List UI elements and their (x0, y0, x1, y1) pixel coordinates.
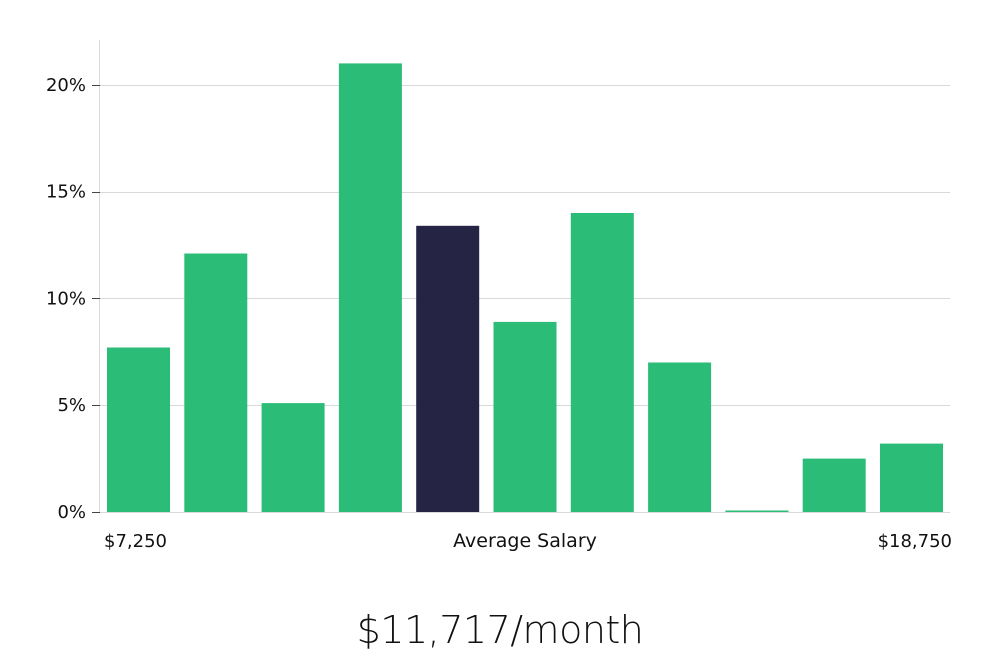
x-axis-label: Average Salary (453, 530, 597, 552)
salary-histogram: 0% 5% 10% 15% 20% $7,250 Average Salary $18,… (46, 40, 952, 552)
bars (107, 63, 943, 513)
bar (493, 321, 557, 512)
y-tick-label: 15% (46, 182, 86, 203)
bar (184, 253, 248, 512)
x-end-label: $18,750 (878, 531, 952, 552)
bar (648, 362, 712, 512)
bar (338, 63, 402, 513)
bar (802, 458, 866, 512)
y-tick-label: 20% (46, 75, 86, 96)
bar (725, 510, 789, 512)
y-tick-label: 10% (46, 288, 86, 309)
bar (570, 213, 634, 512)
bar (261, 403, 325, 512)
y-tick-label: 0% (57, 502, 86, 523)
y-axis-ticks: 0% 5% 10% 15% 20% (46, 75, 100, 523)
average-salary-value: $11,717/month (356, 608, 644, 652)
x-start-label: $7,250 (104, 531, 167, 552)
y-tick-label: 5% (57, 395, 86, 416)
bar-highlight (416, 225, 480, 513)
bar (880, 443, 943, 512)
bar (107, 347, 170, 512)
